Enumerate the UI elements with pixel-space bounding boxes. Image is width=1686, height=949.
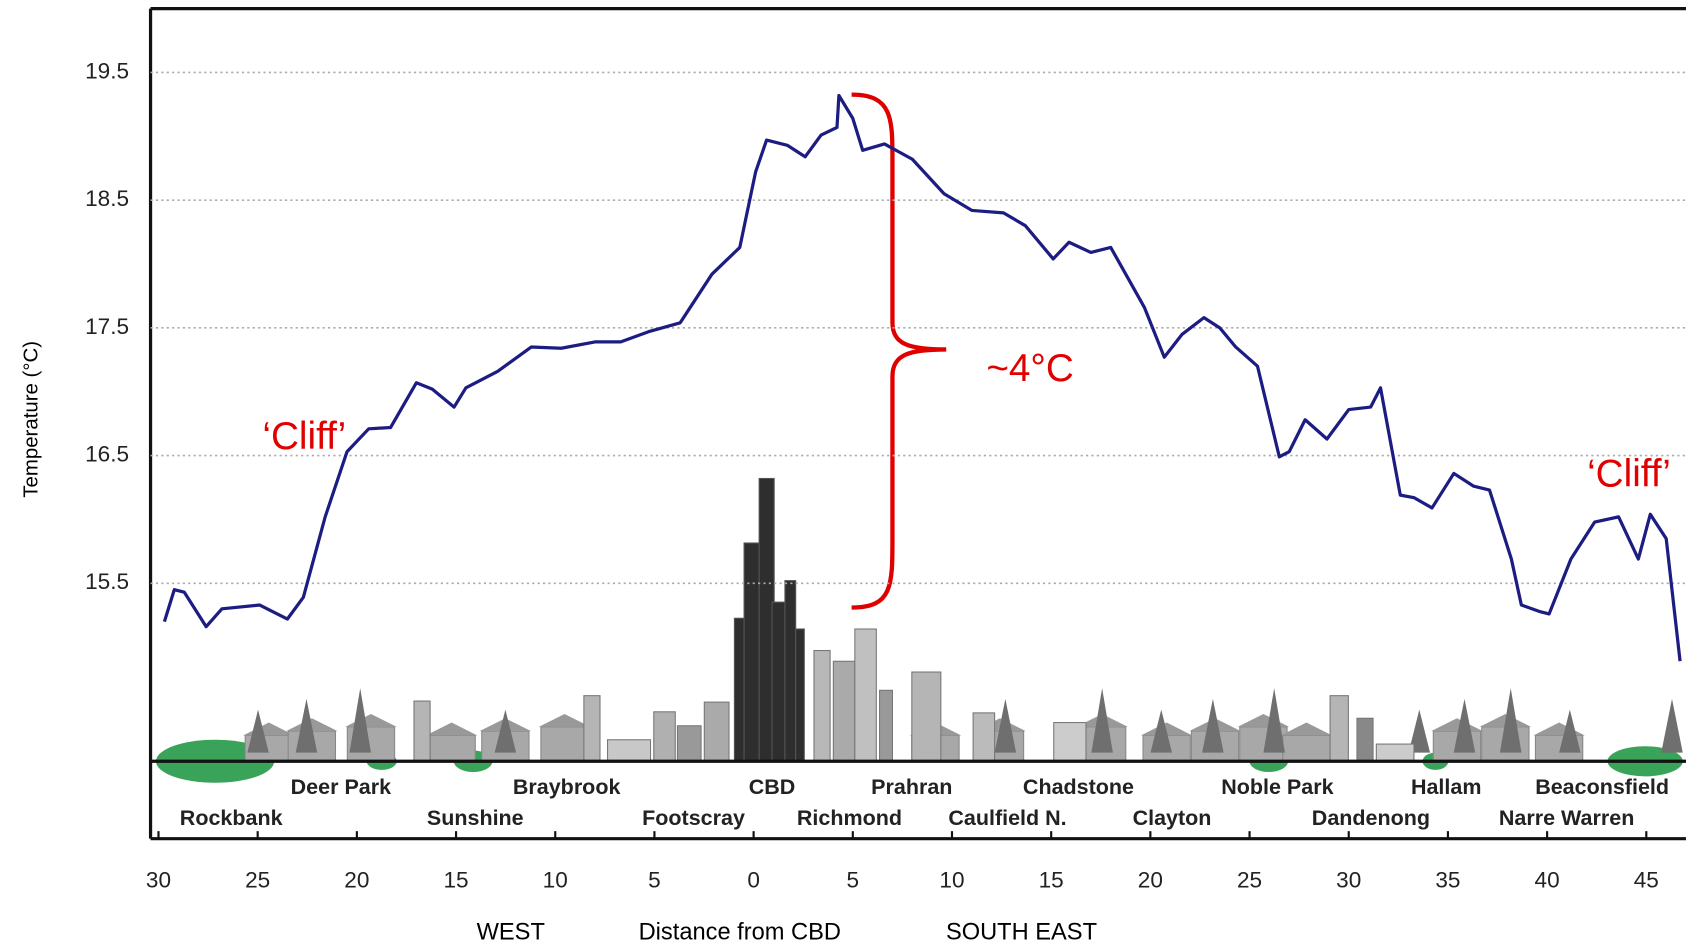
roof bbox=[1281, 723, 1333, 736]
place-label: Sunshine bbox=[427, 806, 524, 830]
y-tick-label: 19.5 bbox=[85, 58, 129, 83]
place-label: Deer Park bbox=[291, 775, 391, 799]
roof bbox=[345, 714, 397, 727]
y-tick-label: 15.5 bbox=[85, 569, 129, 594]
roof bbox=[1238, 714, 1290, 727]
building bbox=[973, 713, 995, 761]
x-tick-label: 15 bbox=[443, 868, 468, 893]
x-axis-title: Distance from CBD bbox=[639, 920, 841, 946]
place-label: Chadstone bbox=[1023, 775, 1134, 799]
x-tick-label: 5 bbox=[847, 868, 860, 893]
place-label: Richmond bbox=[797, 806, 902, 830]
roof bbox=[426, 723, 478, 736]
place-label: Beaconsfield bbox=[1535, 775, 1669, 799]
place-label: Braybrook bbox=[513, 775, 621, 799]
x-tick-label: 45 bbox=[1634, 868, 1659, 893]
skyline bbox=[156, 478, 1683, 782]
building bbox=[608, 740, 651, 762]
temperature-line bbox=[164, 95, 1680, 661]
x-tick-label: 10 bbox=[543, 868, 568, 893]
building bbox=[654, 712, 676, 761]
place-label: Noble Park bbox=[1221, 775, 1333, 799]
x-tick-label: 25 bbox=[245, 868, 270, 893]
building bbox=[1330, 696, 1348, 762]
building bbox=[1376, 744, 1414, 761]
cbd-tower bbox=[796, 629, 805, 761]
place-label: Caulfield N. bbox=[948, 806, 1066, 830]
y-tick-label: 18.5 bbox=[85, 186, 129, 211]
building bbox=[1357, 718, 1373, 761]
building bbox=[814, 651, 830, 762]
building bbox=[414, 701, 430, 761]
y-tick-label: 16.5 bbox=[85, 442, 129, 467]
x-direction-left: WEST bbox=[477, 920, 545, 946]
roof bbox=[1533, 723, 1585, 736]
building bbox=[584, 696, 600, 762]
place-label: Dandenong bbox=[1312, 806, 1430, 830]
annotation: ~4°C bbox=[986, 347, 1074, 390]
cbd-tower bbox=[772, 602, 785, 761]
annotation: ‘Cliff’ bbox=[262, 415, 346, 458]
house bbox=[541, 727, 588, 761]
place-label: Narre Warren bbox=[1499, 806, 1634, 830]
x-tick-label: 35 bbox=[1435, 868, 1460, 893]
house bbox=[1283, 735, 1330, 761]
place-label: Footscray bbox=[642, 806, 745, 830]
cbd-tower bbox=[785, 581, 796, 762]
roof bbox=[1431, 718, 1483, 731]
x-tick-label: 40 bbox=[1535, 868, 1560, 893]
y-axis-title: Temperature (°C) bbox=[21, 341, 43, 498]
x-tick-label: 0 bbox=[747, 868, 760, 893]
tree bbox=[1661, 699, 1683, 753]
building bbox=[880, 690, 893, 761]
y-tick-label: 17.5 bbox=[85, 314, 129, 339]
place-label: Rockbank bbox=[180, 806, 283, 830]
building bbox=[677, 726, 701, 761]
x-tick-label: 25 bbox=[1237, 868, 1262, 893]
building bbox=[704, 702, 729, 761]
place-label: Prahran bbox=[871, 775, 952, 799]
roof bbox=[243, 723, 295, 736]
annotation: ‘Cliff’ bbox=[1587, 453, 1671, 496]
x-tick-label: 10 bbox=[939, 868, 964, 893]
cbd-tower bbox=[744, 543, 759, 761]
x-tick-label: 20 bbox=[1138, 868, 1163, 893]
chart: Temperature (°C) WEST Distance from CBD … bbox=[0, 0, 1686, 949]
x-tick-label: 20 bbox=[344, 868, 369, 893]
x-tick-label: 30 bbox=[146, 868, 171, 893]
x-tick-label: 5 bbox=[648, 868, 661, 893]
house bbox=[428, 735, 475, 761]
roof bbox=[539, 714, 591, 727]
x-direction-right: SOUTH EAST bbox=[946, 920, 1097, 946]
place-label: CBD bbox=[749, 775, 796, 799]
place-label: Clayton bbox=[1133, 806, 1212, 830]
building bbox=[1054, 723, 1086, 762]
x-tick-label: 15 bbox=[1039, 868, 1064, 893]
place-label: Hallam bbox=[1411, 775, 1482, 799]
building bbox=[912, 672, 941, 761]
building bbox=[855, 629, 877, 761]
brace bbox=[852, 95, 947, 608]
building bbox=[833, 661, 855, 761]
x-tick-label: 30 bbox=[1336, 868, 1361, 893]
